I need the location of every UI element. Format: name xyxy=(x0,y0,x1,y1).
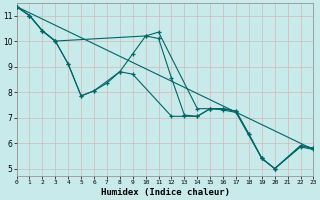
X-axis label: Humidex (Indice chaleur): Humidex (Indice chaleur) xyxy=(100,188,229,197)
